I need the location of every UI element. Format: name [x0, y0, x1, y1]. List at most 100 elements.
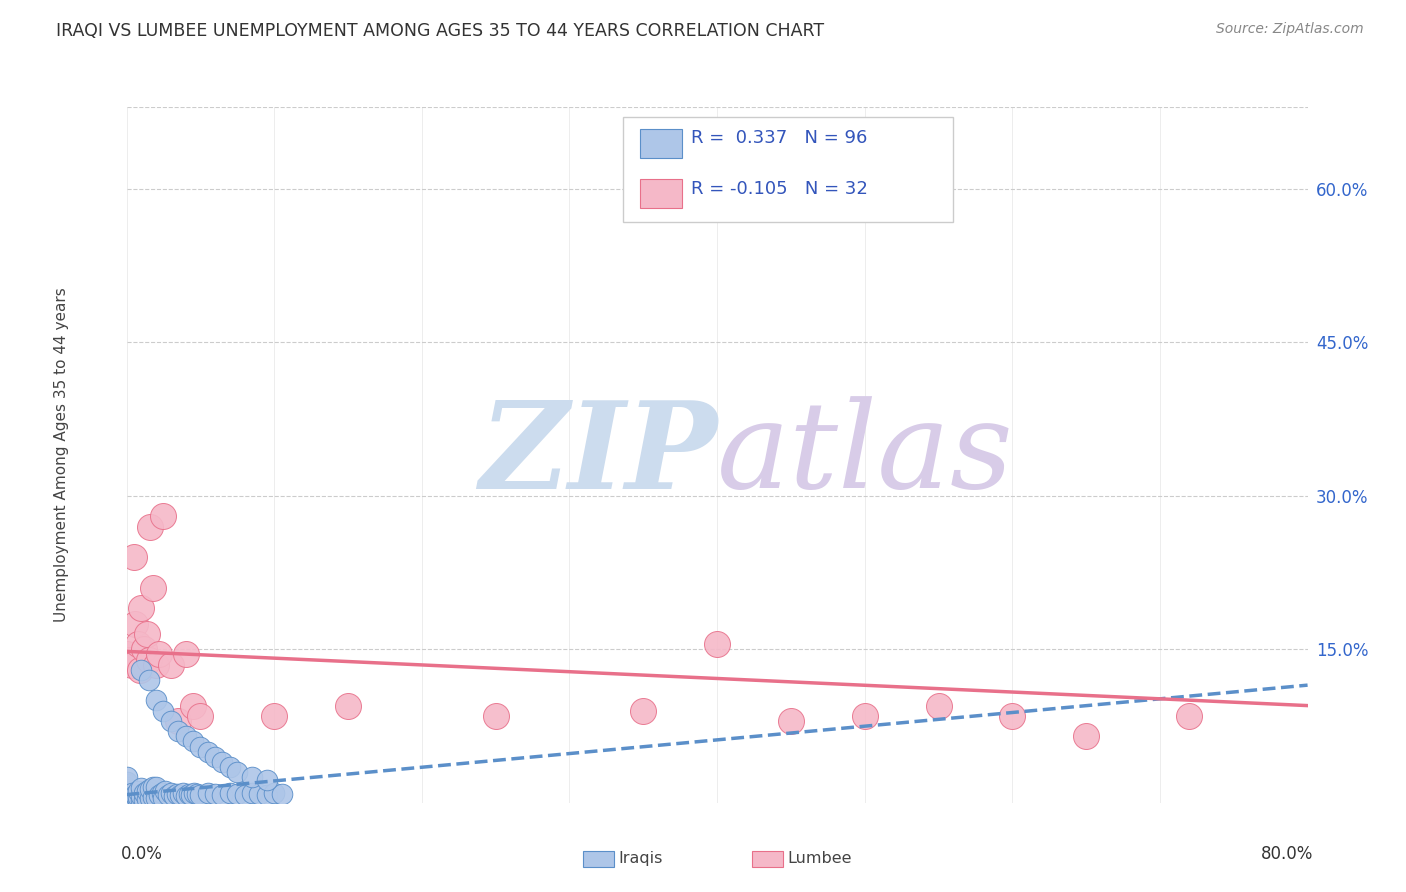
Point — [124, 791, 146, 805]
Point — [136, 783, 159, 797]
Point — [115, 796, 138, 810]
Point — [169, 788, 191, 802]
Point — [121, 786, 143, 800]
Point — [115, 788, 138, 802]
Text: R =  0.337   N = 96: R = 0.337 N = 96 — [692, 128, 868, 146]
Point — [128, 663, 150, 677]
Point — [240, 786, 263, 800]
Point — [240, 770, 263, 784]
Point — [145, 693, 167, 707]
Point — [115, 796, 138, 810]
Point — [183, 786, 205, 800]
Point — [188, 739, 211, 754]
Point — [124, 788, 146, 802]
Point — [226, 765, 249, 780]
Point — [134, 786, 156, 800]
Point — [337, 698, 360, 713]
Point — [115, 793, 138, 807]
Point — [129, 793, 153, 807]
Point — [188, 708, 211, 723]
Point — [188, 788, 211, 802]
Point — [118, 652, 141, 666]
Point — [233, 788, 256, 802]
Point — [219, 786, 242, 800]
Point — [928, 698, 950, 713]
Point — [127, 789, 149, 804]
Point — [129, 601, 153, 615]
Point — [115, 783, 138, 797]
Point — [122, 550, 145, 565]
Point — [152, 790, 174, 805]
Point — [115, 796, 138, 810]
Point — [124, 796, 146, 810]
Text: IRAQI VS LUMBEE UNEMPLOYMENT AMONG AGES 35 TO 44 YEARS CORRELATION CHART: IRAQI VS LUMBEE UNEMPLOYMENT AMONG AGES … — [56, 22, 824, 40]
Point — [181, 734, 204, 748]
Text: 80.0%: 80.0% — [1261, 845, 1313, 863]
Point — [124, 616, 146, 631]
Point — [177, 787, 200, 801]
Point — [256, 773, 278, 788]
FancyBboxPatch shape — [640, 178, 682, 208]
Point — [127, 783, 149, 797]
Point — [150, 786, 173, 800]
Point — [138, 673, 160, 687]
Point — [138, 652, 160, 666]
Point — [211, 755, 233, 769]
Text: Source: ZipAtlas.com: Source: ZipAtlas.com — [1216, 22, 1364, 37]
Point — [115, 786, 138, 800]
Point — [115, 796, 138, 810]
Point — [1076, 729, 1098, 743]
Point — [211, 788, 233, 802]
Point — [167, 714, 190, 728]
Point — [163, 789, 186, 803]
Point — [115, 770, 138, 784]
Point — [121, 796, 143, 810]
Text: atlas: atlas — [717, 396, 1014, 514]
Text: Iraqis: Iraqis — [619, 852, 664, 866]
Text: Unemployment Among Ages 35 to 44 years: Unemployment Among Ages 35 to 44 years — [53, 287, 69, 623]
Point — [263, 786, 285, 800]
Point — [247, 787, 270, 801]
Point — [197, 745, 219, 759]
Point — [853, 708, 876, 723]
Point — [115, 791, 138, 805]
Point — [115, 786, 138, 800]
Point — [139, 790, 162, 805]
Point — [484, 708, 508, 723]
Point — [115, 782, 138, 797]
Point — [145, 790, 167, 805]
Point — [159, 714, 183, 728]
Point — [197, 786, 219, 800]
Point — [134, 642, 156, 657]
Point — [115, 777, 138, 791]
Text: ZIP: ZIP — [479, 396, 717, 514]
Point — [174, 729, 197, 743]
Point — [129, 663, 153, 677]
Point — [159, 657, 183, 672]
Point — [129, 781, 153, 796]
Point — [115, 794, 138, 808]
Point — [115, 790, 138, 805]
Text: 0.0%: 0.0% — [121, 845, 163, 863]
FancyBboxPatch shape — [640, 128, 682, 158]
Point — [127, 637, 149, 651]
Point — [219, 760, 242, 774]
Point — [152, 704, 174, 718]
Point — [167, 724, 190, 739]
Point — [145, 780, 167, 795]
Point — [115, 648, 138, 662]
Point — [156, 788, 179, 802]
Point — [270, 787, 292, 801]
Point — [121, 657, 143, 672]
Point — [145, 657, 167, 672]
Point — [1178, 708, 1201, 723]
Point — [166, 787, 188, 801]
Point — [152, 509, 174, 524]
Point — [180, 788, 202, 802]
Point — [204, 749, 226, 764]
Point — [115, 789, 138, 803]
Point — [115, 796, 138, 810]
Point — [172, 786, 194, 800]
Point — [174, 648, 197, 662]
Point — [136, 791, 159, 805]
